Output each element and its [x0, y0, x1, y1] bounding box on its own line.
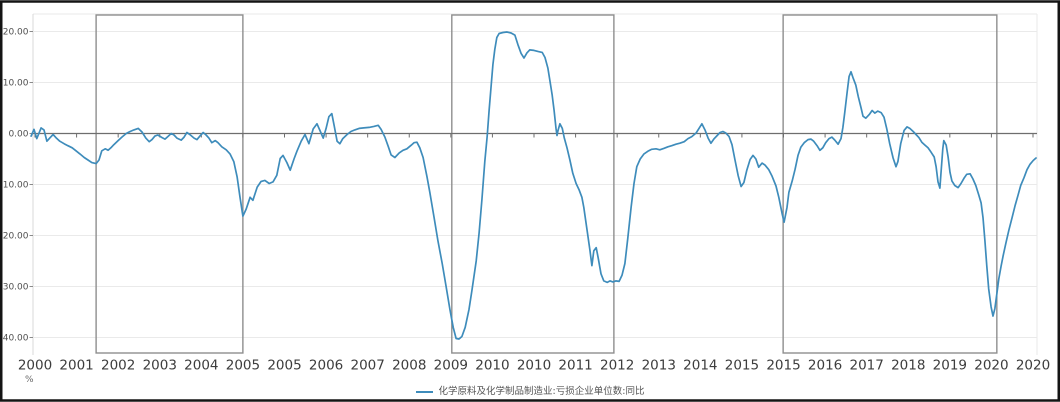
y-tick-label: 40.00	[3, 334, 29, 344]
x-tick-label: 2010	[475, 358, 509, 374]
x-tick-label: 2018	[891, 358, 925, 374]
x-tick-label: 2010	[517, 358, 551, 374]
y-tick-label: -10.00	[0, 79, 29, 89]
x-tick-label: 2008	[392, 358, 426, 374]
highlight-box	[451, 14, 615, 354]
x-tick-label: 2015	[766, 358, 800, 374]
x-tick-label: 2005	[267, 358, 301, 374]
legend-series-label: 化学原料及化学制品制造业:亏损企业单位数:同比	[438, 385, 645, 397]
x-tick-label: 2003	[143, 358, 177, 374]
highlight-box	[782, 14, 998, 354]
x-tick-label: 2006	[309, 358, 343, 374]
x-tick-label: 2020	[1016, 358, 1050, 374]
x-tick-label: 2007	[350, 358, 384, 374]
y-tick-label: 30.00	[3, 283, 29, 293]
x-tick-label: 2017	[849, 358, 883, 374]
x-tick-label: 2005	[226, 358, 260, 374]
y-tick-label: 20.00	[3, 232, 29, 242]
x-tick-label: 2001	[59, 358, 93, 374]
y-tick-label: -20.00	[0, 28, 29, 38]
y-axis-unit-label: %	[25, 375, 34, 385]
x-tick-label: 2020	[974, 358, 1008, 374]
x-tick-label: 2012	[600, 358, 634, 374]
x-tick-label: 2014	[683, 358, 717, 374]
highlight-box	[95, 14, 244, 354]
y-tick-label: 10.00	[3, 181, 29, 191]
x-tick-label: 2000	[18, 358, 52, 374]
x-tick-label: 2015	[725, 358, 759, 374]
series-line	[30, 31, 1037, 340]
x-tick-label: 2013	[642, 358, 676, 374]
legend-line-marker	[415, 390, 433, 393]
x-tick-label: 2016	[808, 358, 842, 374]
y-tick-label: 0.00	[8, 130, 28, 140]
legend[interactable]: 化学原料及化学制品制造业:亏损企业单位数:同比	[0, 385, 1060, 398]
x-tick-label: 2002	[101, 358, 135, 374]
x-tick-label: 2009	[434, 358, 468, 374]
x-tick-label: 2019	[933, 358, 967, 374]
x-tick-label: 2004	[184, 358, 218, 374]
x-tick-label: 2011	[558, 358, 592, 374]
